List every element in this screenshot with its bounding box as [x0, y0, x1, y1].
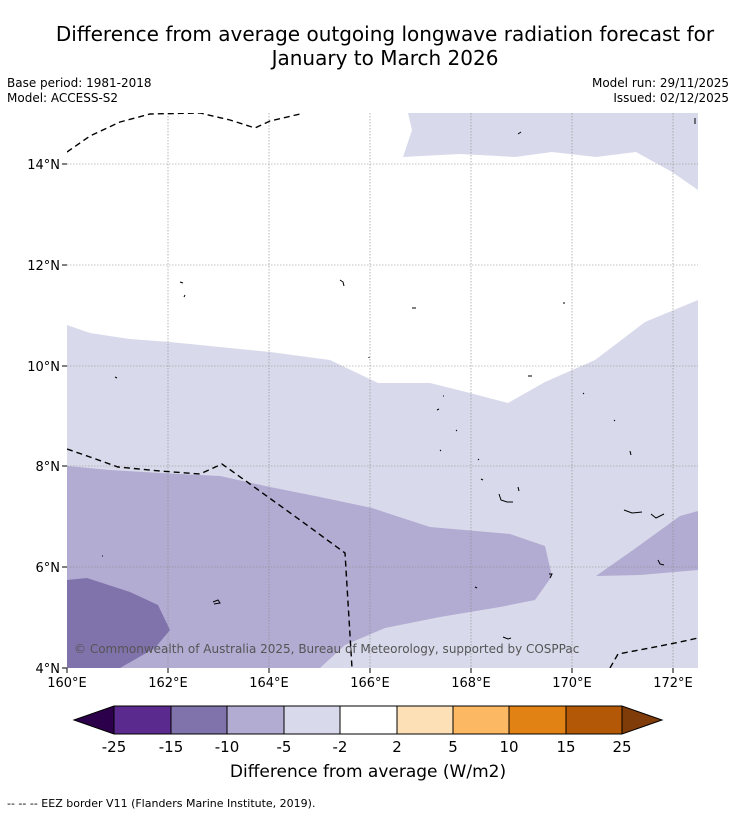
model-run: Model run: 29/11/2025 [591, 76, 729, 90]
lat-label-6n: 6°N [36, 561, 61, 576]
colorbar-bin-minus15-minus10 [171, 706, 227, 734]
colorbar-tick: 2 [392, 738, 402, 756]
colorbar-bin-10-15 [509, 706, 566, 734]
issued-date: Issued: 02/12/2025 [613, 91, 729, 105]
copyright-note: © Commonwealth of Australia 2025, Bureau… [74, 642, 579, 656]
axis-ticks [62, 163, 674, 673]
colorbar-extend-low [74, 706, 114, 734]
chart-title: Difference from average outgoing longwav… [40, 22, 730, 70]
colorbar-tick: 5 [448, 738, 458, 756]
colorbar-tick: -2 [332, 738, 348, 756]
colorbar-bin-15-25 [566, 706, 622, 734]
lon-label-166e: 166°E [350, 676, 390, 691]
lat-label-8n: 8°N [36, 460, 61, 475]
colorbar-bin-minus10-minus5 [227, 706, 284, 734]
colorbar-extend-high [622, 706, 662, 734]
lat-label-10n: 10°N [27, 360, 60, 375]
lon-label-164e: 164°E [249, 676, 289, 691]
model-name: Model: ACCESS-S2 [7, 91, 119, 105]
eez-footnote: -- -- -- EEZ border V11 (Flanders Marine… [7, 797, 316, 810]
colorbar-tick: -15 [158, 738, 184, 756]
colorbar-tick: 15 [556, 738, 576, 756]
colorbar-tick: -5 [276, 738, 292, 756]
colorbar-tick: 25 [612, 738, 632, 756]
colorbar [72, 705, 664, 735]
title-line-1: Difference from average outgoing longwav… [55, 22, 715, 46]
meta-right: Model run: 29/11/2025 Issued: 02/12/2025 [592, 76, 729, 106]
lat-label-4n: 4°N [36, 662, 61, 677]
lon-label-172e: 172°E [653, 676, 693, 691]
lon-label-160e: 160°E [47, 676, 87, 691]
gridlines [67, 113, 698, 668]
anomaly-region-minus10-minus5 [67, 466, 552, 668]
lon-label-170e: 170°E [552, 676, 592, 691]
colorbar-bin-minus2-2 [340, 706, 397, 734]
anomaly-region-minus5-minus2-north [403, 113, 698, 190]
lon-label-162e: 162°E [148, 676, 188, 691]
lat-label-12n: 12°N [27, 259, 60, 274]
colorbar-bin-minus25-minus15 [114, 706, 171, 734]
anomaly-region-minus15-minus10 [67, 578, 170, 668]
colorbar-tick: -25 [101, 738, 127, 756]
colorbar-tick: 10 [499, 738, 519, 756]
colorbar-bin-minus5-minus2 [284, 706, 340, 734]
colorbar-bin-2-5 [397, 706, 453, 734]
map-panel: © Commonwealth of Australia 2025, Bureau… [67, 113, 698, 668]
base-period: Base period: 1981-2018 [7, 76, 152, 90]
meta-left: Base period: 1981-2018 Model: ACCESS-S2 [7, 76, 152, 106]
anomaly-region-minus10-minus5-east [596, 511, 698, 576]
colorbar-tick: -10 [214, 738, 240, 756]
colorbar-bin-5-10 [453, 706, 509, 734]
lat-label-14n: 14°N [27, 158, 60, 173]
islands [102, 118, 696, 640]
eez-borders [67, 113, 698, 668]
lon-label-168e: 168°E [451, 676, 491, 691]
colorbar-dividers [113, 706, 623, 734]
colorbar-title: Difference from average (W/m2) [229, 762, 507, 782]
title-line-2: January to March 2026 [271, 46, 499, 70]
